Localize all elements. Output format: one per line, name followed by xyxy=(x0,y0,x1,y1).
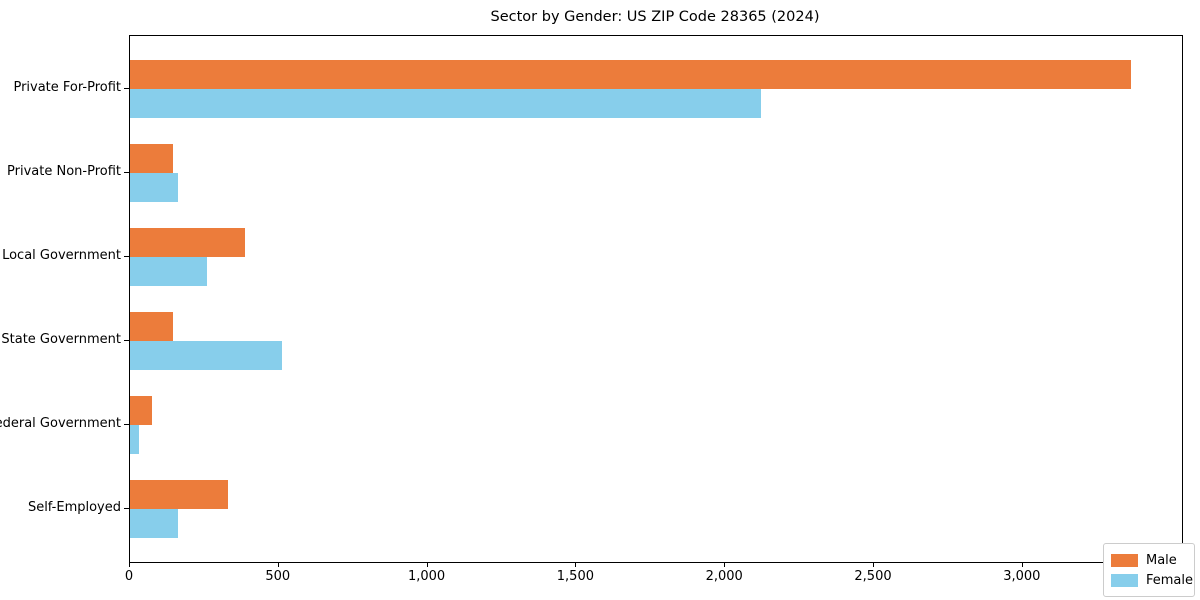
y-axis-category-label: Private Non-Profit xyxy=(7,164,121,179)
x-axis-tick-mark xyxy=(426,562,428,567)
x-axis-tick-label: 3,000 xyxy=(1003,569,1041,584)
y-axis-category-label: State Government xyxy=(1,332,121,347)
x-axis-tick-mark xyxy=(1021,562,1023,567)
bar-male-5 xyxy=(130,396,153,425)
y-axis-tick-mark xyxy=(124,256,129,257)
x-axis-tick-mark xyxy=(724,562,726,567)
x-axis-tick-label: 500 xyxy=(265,569,291,584)
y-axis-category-label: Private For-Profit xyxy=(13,80,121,95)
bar-male-4 xyxy=(130,312,174,341)
x-axis-tick-label: 1,500 xyxy=(556,569,594,584)
bar-female-4 xyxy=(130,341,282,370)
bar-female-6 xyxy=(130,509,178,538)
bar-female-2 xyxy=(130,173,178,202)
legend: Male Female xyxy=(1103,543,1195,597)
x-axis-tick-label: 2,000 xyxy=(705,569,743,584)
chart-title: Sector by Gender: US ZIP Code 28365 (202… xyxy=(490,9,820,25)
legend-swatch-female xyxy=(1111,573,1138,587)
y-axis-tick-mark xyxy=(124,508,129,509)
x-axis-tick-mark xyxy=(277,562,279,567)
bar-female-5 xyxy=(130,425,139,454)
x-axis-tick-label: 1,000 xyxy=(407,569,446,584)
x-axis-tick-label: 0 xyxy=(124,569,134,584)
bar-male-3 xyxy=(130,228,245,257)
x-axis-tick-mark xyxy=(129,562,130,567)
y-axis-category-label: Federal Government xyxy=(0,416,121,431)
x-axis-tick-label: 2,500 xyxy=(854,569,892,584)
legend-label-male: Male xyxy=(1146,552,1177,568)
x-axis-tick-mark xyxy=(575,562,577,567)
legend-label-female: Female xyxy=(1146,572,1194,588)
plot-area xyxy=(129,35,1183,563)
bar-female-1 xyxy=(130,89,761,118)
bar-female-3 xyxy=(130,257,208,286)
x-axis-tick-mark xyxy=(873,562,874,567)
y-axis-category-label: Local Government xyxy=(2,248,121,263)
y-axis-tick-mark xyxy=(124,88,129,89)
bar-male-6 xyxy=(130,480,229,509)
bar-male-2 xyxy=(130,144,174,173)
legend-row-male: Male xyxy=(1111,550,1186,570)
y-axis-tick-mark xyxy=(124,340,129,341)
legend-row-female: Female xyxy=(1111,570,1193,590)
y-axis-category-label: Self-Employed xyxy=(27,500,121,515)
legend-swatch-male xyxy=(1111,553,1138,567)
y-axis-tick-mark xyxy=(124,172,129,173)
y-axis-tick-mark xyxy=(124,424,129,425)
bar-male-1 xyxy=(130,60,1132,89)
